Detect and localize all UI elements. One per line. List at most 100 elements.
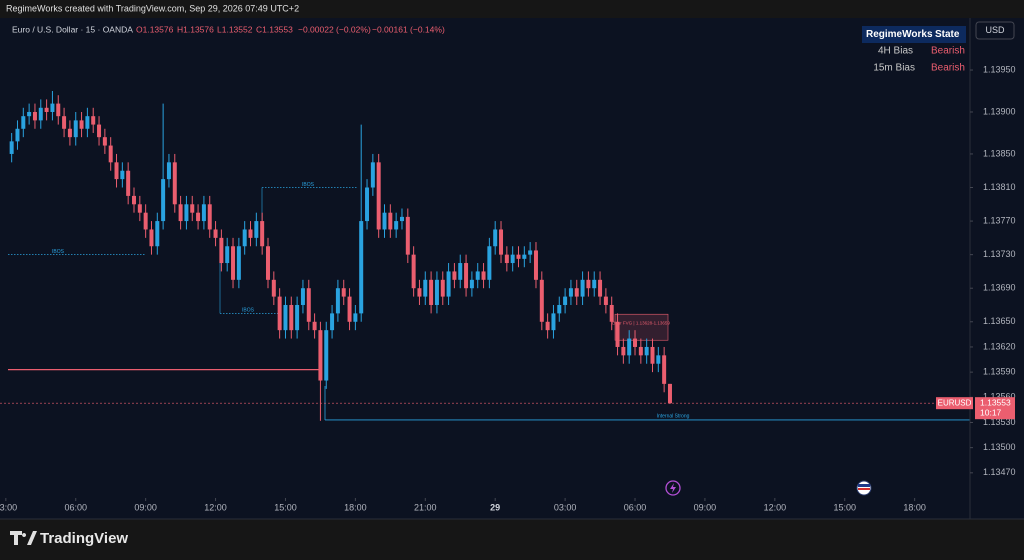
candle-body [452,271,457,280]
candle-body [27,111,32,117]
y-tick-label: 1.13650 [983,316,1016,326]
candle-body [423,279,428,297]
candle-body [91,116,96,125]
candle-body [248,229,253,238]
candle-body [469,279,474,289]
candle-body [586,279,591,289]
candle-body [627,338,632,356]
x-tick-label: 06:00 [64,502,87,512]
x-tick-label: 03:00 [0,502,17,512]
plot: IBOS IBOS IBOS Internal Strong Bear FVG | 1.… [0,91,970,421]
candle-body [528,250,533,255]
candle-body [120,170,125,180]
candle-body [563,296,568,305]
y-tick-label: 1.13770 [983,215,1016,225]
candle-body [277,296,282,331]
candle-body [411,254,416,289]
candle-body [499,229,504,255]
change: −0.00161 (−0.14%) [372,24,445,34]
candle-body [213,229,218,238]
panel-header-cell: State [935,29,960,40]
candle-body [114,162,119,180]
symbol: Euro / U.S. Dollar · 15 · OANDA [12,24,133,34]
ohlc-close: C1.13553 [256,24,293,34]
candle-body [242,229,247,247]
candle-body [131,195,136,205]
price-tag-symbol: EURUSD [938,398,972,407]
candle-body [219,237,224,264]
event-flag[interactable] [856,480,872,496]
logo-text: TradingView [40,530,128,547]
candle-body [370,162,375,188]
candle-body [545,321,550,331]
panel-cell: Bearish [931,46,965,57]
candle-body [207,204,212,230]
y-tick-label: 1.13690 [983,283,1016,293]
candle-body [429,279,434,305]
candle-body [592,279,597,289]
logo: TradingView [10,530,128,547]
candle-body [166,162,171,180]
x-tick-label: 03:00 [554,502,577,512]
price-tag [936,397,973,410]
candle-body [260,221,265,247]
candle-body [621,346,626,356]
candle-body [312,321,317,331]
candle-body [38,107,43,121]
candle-body [102,137,107,146]
candle-body [341,288,346,297]
x-tick-label: 09:00 [134,502,157,512]
x-tick-label: 06:00 [624,502,647,512]
flag-band [858,484,870,487]
flag-band [858,488,870,490]
candle-body [196,212,201,222]
candle-body [137,204,142,213]
candle-body [504,254,509,264]
candle-body [446,271,451,297]
candle-body [271,279,276,297]
candle-body [50,103,55,112]
currency-button-label: USD [985,25,1005,35]
candle-body [475,271,480,280]
y-tick-label: 1.13950 [983,64,1016,74]
candle-body [650,346,655,364]
y-tick-label: 1.13500 [983,442,1016,452]
candle-body [289,304,294,331]
y-tick-label: 1.13810 [983,182,1016,192]
candle-body [394,221,399,230]
candle-body [434,279,439,305]
candle-body [295,304,300,331]
y-tick-label: 1.13620 [983,341,1016,351]
candle-body [667,383,672,404]
candle-body [382,212,387,230]
candle-body [353,313,358,322]
candle-body [644,346,649,356]
panel-header [862,26,966,43]
y-tick-label: 1.13530 [983,417,1016,427]
candle-body [399,216,404,222]
candle-body [155,221,160,247]
candle-body [44,107,49,112]
candle-body [603,296,608,305]
candle-body [522,254,527,259]
candle-body [73,120,78,138]
candle-body [225,246,230,264]
x-tick-label: 09:00 [694,502,717,512]
candle-body [656,355,661,364]
candle-body [551,313,556,331]
candle-body [615,321,620,347]
candle-body [417,288,422,297]
candle-body [330,313,335,331]
candle-body [190,204,195,213]
candle-body [557,304,562,314]
candle-body [324,330,329,381]
candle-body [21,116,26,129]
candle-body [149,229,154,247]
level-label: Internal Strong [657,413,690,419]
ohlc-high: H1.13576 [177,24,214,34]
indicator-icon[interactable] [665,480,681,496]
panel-cell: Bearish [931,63,965,74]
axis-labels: 1.13470 1.13500 1.13530 1.13560 1.13590 1.136… [0,64,1016,512]
currency-button[interactable] [975,21,1015,40]
candle-body [126,170,131,196]
